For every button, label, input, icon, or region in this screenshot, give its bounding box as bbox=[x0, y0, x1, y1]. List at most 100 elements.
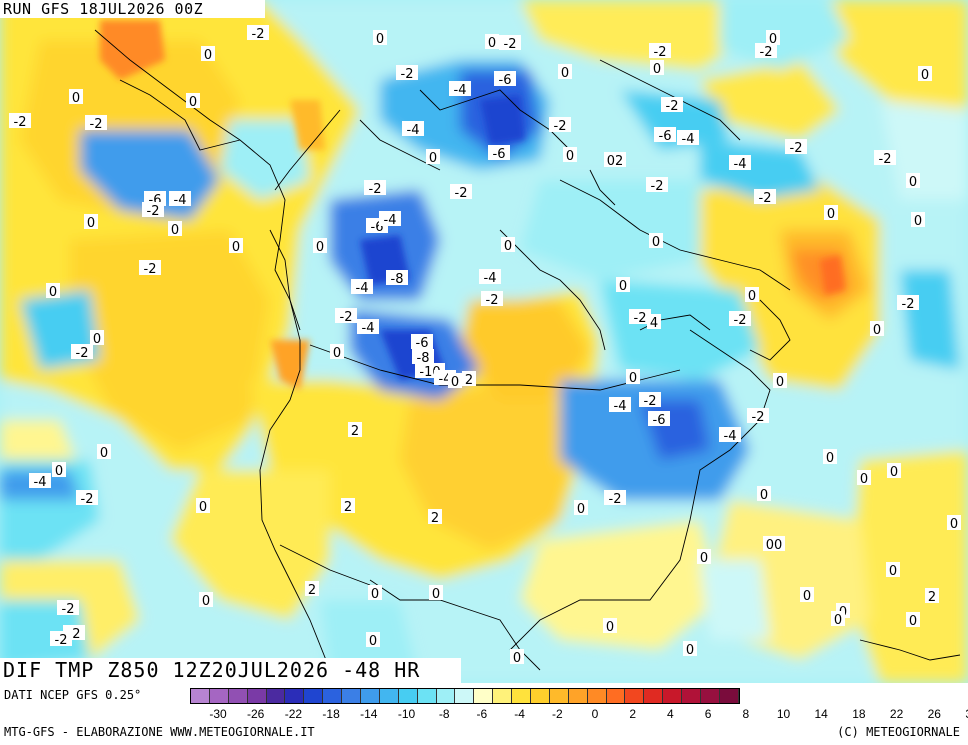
contour-label: 0 bbox=[369, 634, 377, 649]
colorbar-swatch bbox=[342, 689, 362, 703]
colorbar-ticks: -30 -26 -22 -18 -14 -10 -8 -6 -4 -2 0 2 4 6 8 10 14 18 22 2… bbox=[190, 707, 968, 723]
colorbar-tick-label: -2 bbox=[551, 707, 563, 721]
contour-label-bg bbox=[46, 283, 60, 298]
contour-label: 0 bbox=[171, 223, 179, 238]
contour-label: 00 bbox=[766, 538, 783, 553]
colorbar-tick-label: 14 bbox=[814, 707, 828, 721]
contour-label: -2 bbox=[760, 45, 773, 60]
colorbar bbox=[190, 688, 740, 704]
contour-label-bg bbox=[386, 270, 408, 285]
contour-label-bg bbox=[341, 498, 355, 513]
contour-label-bg bbox=[911, 212, 925, 227]
contour-label-bg bbox=[357, 319, 379, 334]
contour-label-bg bbox=[755, 43, 777, 58]
contour-label-bg bbox=[412, 349, 434, 364]
contour-label-bg bbox=[379, 211, 401, 226]
colorbar-swatch bbox=[398, 689, 418, 703]
footer-credit: MTG-GFS - ELABORAZIONE WWW.METEOGIORNALE… bbox=[4, 725, 315, 739]
contour-label-bg bbox=[874, 150, 896, 165]
contour-label: -2 bbox=[90, 117, 103, 132]
contour-label-bg bbox=[449, 81, 471, 96]
contour-label-bg bbox=[29, 473, 51, 488]
contour-label: 0 bbox=[333, 346, 341, 361]
contour-label: 0 bbox=[561, 66, 569, 81]
colorbar-swatch bbox=[663, 689, 683, 703]
colorbar-swatch bbox=[323, 689, 343, 703]
contour-label: 0 bbox=[700, 551, 708, 566]
contour-label: -2 bbox=[144, 262, 157, 277]
contour-label: -4 bbox=[407, 123, 420, 138]
contour-label-bg bbox=[501, 237, 515, 252]
contour-label-bg bbox=[368, 585, 382, 600]
colorbar-swatch bbox=[512, 689, 532, 703]
contour-label-bg bbox=[90, 330, 104, 345]
colorbar-tick-label: -14 bbox=[360, 707, 378, 721]
contour-label: -2 bbox=[554, 119, 567, 134]
contour-label-bg bbox=[549, 117, 571, 132]
contour-label: -4 bbox=[356, 281, 369, 296]
contour-label: 0 bbox=[189, 95, 197, 110]
contour-label: -4 bbox=[34, 475, 47, 490]
contour-label-bg bbox=[69, 89, 83, 104]
contour-label: -2 bbox=[486, 293, 499, 308]
contour-label: -2 bbox=[759, 191, 772, 206]
contour-label: 0 bbox=[921, 68, 929, 83]
contour-label-bg bbox=[499, 35, 521, 50]
contour-label-bg bbox=[488, 145, 510, 160]
contour-label: 0 bbox=[889, 564, 897, 579]
contour-label: -2 bbox=[666, 99, 679, 114]
contour-label-bg bbox=[648, 411, 670, 426]
contour-label-bg bbox=[9, 113, 31, 128]
contour-label-bg bbox=[52, 462, 66, 477]
contour-label: -2 bbox=[654, 45, 667, 60]
contour-label: 4 bbox=[650, 316, 658, 331]
contour-label: -4 bbox=[174, 193, 187, 208]
contour-label-bg bbox=[654, 127, 676, 142]
contour-label: 0 bbox=[488, 36, 496, 51]
contour-label-bg bbox=[646, 177, 668, 192]
contour-label: -4 bbox=[484, 271, 497, 286]
footer-copyright: (C) METEOGIORNALE bbox=[837, 725, 960, 739]
contour-label: 0 bbox=[619, 279, 627, 294]
contour-label: 0 bbox=[803, 589, 811, 604]
contour-label: 0 bbox=[513, 651, 521, 666]
contour-label-bg bbox=[649, 233, 663, 248]
contour-label: -6 bbox=[493, 147, 506, 162]
contour-label: -4 bbox=[724, 429, 737, 444]
contour-label: 0 bbox=[100, 446, 108, 461]
contour-label-bg bbox=[448, 373, 462, 388]
contour-label-bg bbox=[481, 291, 503, 306]
contour-label-bg bbox=[857, 470, 871, 485]
legend-panel: DATI NCEP GFS 0.25° -30 -26 -22 -18 -14 -10 -8… bbox=[0, 683, 968, 745]
contour-label-bg bbox=[450, 184, 472, 199]
contour-label: 0 bbox=[55, 464, 63, 479]
anomaly-field bbox=[0, 0, 968, 683]
contour-label-bg bbox=[84, 214, 98, 229]
colorbar-swatch bbox=[606, 689, 626, 703]
contour-label: 0 bbox=[827, 207, 835, 222]
contour-label-bg bbox=[97, 444, 111, 459]
contour-label-bg bbox=[558, 64, 572, 79]
contour-label-bg bbox=[887, 463, 901, 478]
contour-label: -2 bbox=[634, 311, 647, 326]
contour-label-bg bbox=[313, 238, 327, 253]
contour-label-bg bbox=[763, 536, 785, 551]
contour-label-bg bbox=[729, 155, 751, 170]
contour-label: -4 bbox=[454, 83, 467, 98]
colorbar-tick-label: 26 bbox=[927, 707, 941, 721]
contour-label: 0 bbox=[826, 451, 834, 466]
contour-label-bg bbox=[745, 287, 759, 302]
contour-label-bg bbox=[142, 202, 164, 217]
colorbar-swatch bbox=[474, 689, 494, 703]
contour-label: -2 bbox=[609, 492, 622, 507]
contour-label: -8 bbox=[391, 272, 404, 287]
contour-label-bg bbox=[330, 344, 344, 359]
contour-label: -2 bbox=[455, 186, 468, 201]
contour-label: -2 bbox=[902, 297, 915, 312]
colorbar-tick-label: 30 bbox=[965, 707, 968, 721]
contour-label: 0 bbox=[504, 239, 512, 254]
contour-label-bg bbox=[604, 152, 626, 167]
contour-label: 0 bbox=[652, 235, 660, 250]
contour-label: 0 bbox=[748, 289, 756, 304]
contour-label: -2 bbox=[369, 182, 382, 197]
